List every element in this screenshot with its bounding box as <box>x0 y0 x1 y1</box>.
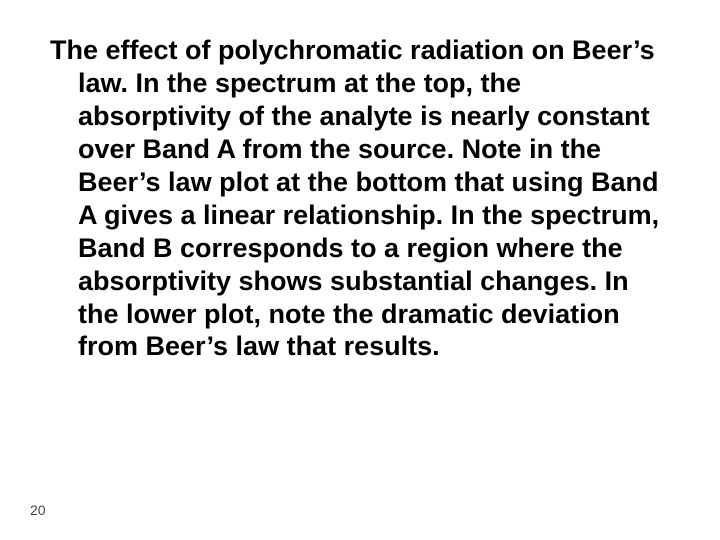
page-number: 20 <box>30 502 46 518</box>
slide-container: The effect of polychromatic radiation on… <box>0 0 720 540</box>
slide-body-text: The effect of polychromatic radiation on… <box>50 34 670 363</box>
